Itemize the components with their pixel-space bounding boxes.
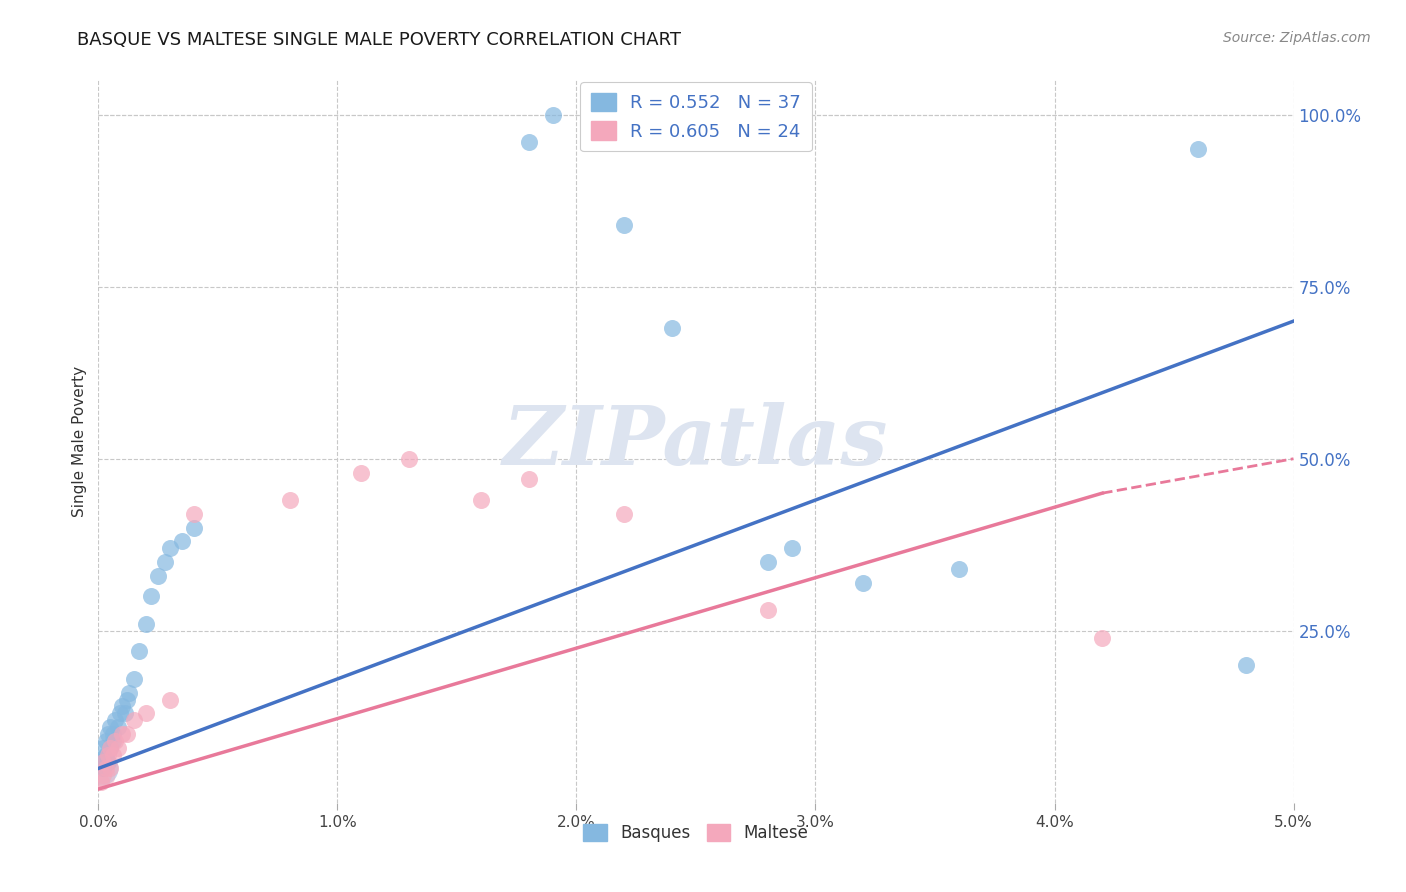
Point [91, 768, 114, 782]
Point [94, 747, 117, 762]
Point [780, 541, 803, 556]
Point [97, 755, 120, 769]
Point [948, 562, 970, 576]
Point [97, 727, 120, 741]
Point [114, 706, 136, 721]
Point [98, 740, 122, 755]
Point [470, 493, 492, 508]
Point [98, 740, 122, 755]
Point [756, 555, 779, 569]
Point [108, 706, 131, 721]
Point [852, 575, 875, 590]
Point [91, 755, 114, 769]
Point [135, 616, 157, 631]
Point [661, 321, 683, 335]
Point [1091, 631, 1114, 645]
Point [97, 747, 120, 762]
Point [183, 507, 205, 521]
Point [128, 644, 150, 658]
Point [148, 568, 170, 582]
Point [139, 590, 162, 604]
Y-axis label: Single Male Poverty: Single Male Poverty [72, 366, 87, 517]
Text: ZIPatlas: ZIPatlas [503, 401, 889, 482]
Point [90, 755, 112, 769]
Point [1234, 658, 1257, 673]
Legend: Basques, Maltese: Basques, Maltese [576, 817, 815, 848]
Point [107, 720, 129, 734]
Point [111, 699, 134, 714]
Point [94, 761, 117, 775]
Point [107, 740, 129, 755]
Point [159, 541, 181, 556]
Point [541, 108, 564, 122]
Point [115, 692, 138, 706]
Point [278, 493, 301, 508]
Point [101, 734, 124, 748]
Point [1187, 142, 1209, 156]
Point [101, 747, 124, 762]
Text: BASQUE VS MALTESE SINGLE MALE POVERTY CORRELATION CHART: BASQUE VS MALTESE SINGLE MALE POVERTY CO… [77, 31, 682, 49]
Point [90, 761, 112, 775]
Point [118, 686, 141, 700]
Point [104, 713, 127, 727]
Point [517, 472, 540, 486]
Point [101, 727, 124, 741]
Point [613, 507, 636, 521]
Point [135, 706, 157, 721]
Point [398, 451, 420, 466]
Point [183, 520, 205, 534]
Point [94, 734, 117, 748]
Point [115, 727, 138, 741]
Point [91, 761, 114, 775]
Point [756, 603, 779, 617]
Point [159, 692, 181, 706]
Point [111, 727, 134, 741]
Point [517, 135, 540, 149]
Point [91, 740, 114, 755]
Point [155, 555, 177, 569]
Point [124, 672, 146, 686]
Point [350, 466, 373, 480]
Point [613, 218, 636, 232]
Point [104, 734, 127, 748]
Point [90, 768, 112, 782]
Point [98, 720, 122, 734]
Point [90, 775, 112, 789]
Point [124, 713, 146, 727]
Text: Source: ZipAtlas.com: Source: ZipAtlas.com [1223, 31, 1371, 45]
Point [98, 761, 122, 775]
Point [172, 534, 194, 549]
